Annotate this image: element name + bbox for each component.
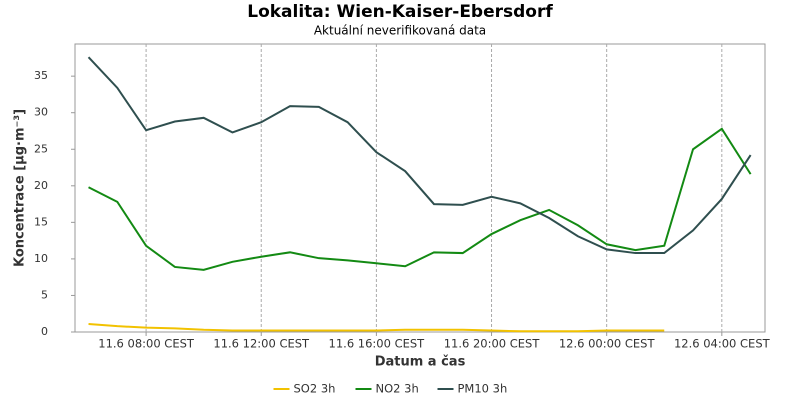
y-tick-label: 15 xyxy=(34,215,48,228)
y-axis-label: Koncentrace [µg·m⁻³] xyxy=(13,109,28,267)
chart-subtitle: Aktuální neverifikovaná data xyxy=(314,24,486,38)
legend-label: SO2 3h xyxy=(294,382,336,396)
legend-label: PM10 3h xyxy=(458,382,508,396)
x-tick-label: 11.6 20:00 CEST xyxy=(444,337,541,351)
y-tick-label: 10 xyxy=(34,252,48,265)
legend-label: NO2 3h xyxy=(376,382,419,396)
chart-title: Lokalita: Wien-Kaiser-Ebersdorf xyxy=(247,2,553,22)
x-axis-label: Datum a čas xyxy=(375,355,466,370)
x-tick-label: 11.6 12:00 CEST xyxy=(213,337,310,351)
y-tick-label: 0 xyxy=(41,325,48,338)
y-tick-label: 20 xyxy=(34,179,48,192)
y-tick-label: 5 xyxy=(41,288,48,301)
data-line xyxy=(87,56,752,255)
x-tick-label: 11.6 08:00 CEST xyxy=(98,337,195,351)
x-tick-label: 12.6 00:00 CEST xyxy=(559,337,656,351)
data-line xyxy=(88,127,752,271)
x-tick-label: 12.6 04:00 CEST xyxy=(674,337,771,351)
y-tick-label: 30 xyxy=(34,106,48,119)
y-tick-label: 35 xyxy=(34,69,48,82)
x-tick-label: 11.6 16:00 CEST xyxy=(329,337,426,351)
y-tick-label: 25 xyxy=(34,142,48,155)
data-line xyxy=(88,322,665,333)
